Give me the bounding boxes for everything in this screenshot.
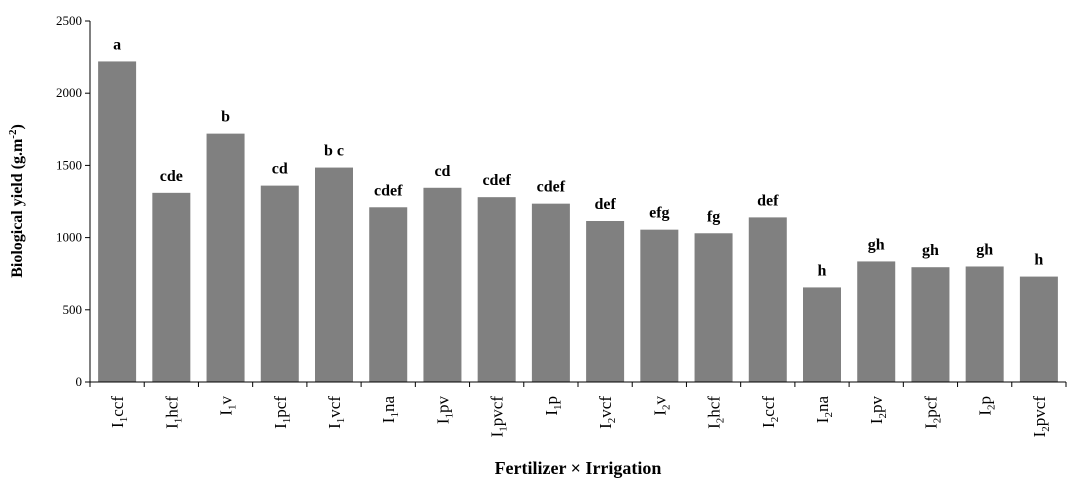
significance-letter: a: [113, 36, 121, 53]
significance-letter: cd: [434, 163, 450, 180]
significance-letter: gh: [922, 242, 939, 259]
x-category-label: I2na: [813, 396, 835, 424]
bar: [857, 261, 896, 382]
significance-letter: efg: [649, 205, 669, 222]
bar: [152, 192, 191, 382]
significance-letter: cdef: [374, 182, 403, 199]
bar: [1019, 276, 1058, 382]
bar: [423, 187, 462, 382]
x-axis-title: Fertilizer × Irrigation: [495, 458, 662, 478]
y-axis-title: Biological yield (g.m-2): [7, 124, 26, 278]
x-category-label: I2hcf: [705, 396, 727, 429]
y-tick-label: 2000: [56, 85, 82, 100]
x-category-label: I1p: [542, 396, 564, 416]
x-category-label: I2pcf: [921, 396, 943, 429]
bar: [803, 287, 841, 382]
x-category-label: I1pvcf: [488, 396, 510, 438]
bar: [965, 266, 1004, 382]
significance-letter: def: [594, 196, 616, 213]
significance-letter: cdef: [482, 172, 511, 189]
x-category-label: I2v: [650, 396, 672, 416]
x-category-label: I1na: [379, 396, 401, 424]
bar: [98, 61, 137, 382]
x-category-label: I2vcf: [596, 396, 618, 429]
bar: [477, 197, 516, 382]
significance-letter: b: [221, 109, 230, 126]
x-category-label: I2p: [976, 396, 998, 416]
significance-letter: cdef: [537, 179, 566, 196]
bar: [369, 207, 408, 382]
x-category-label: I2ccf: [759, 396, 781, 428]
significance-letters: a cde b cd b c cdef cd cdef cdef def efg fg def h gh gh…: [113, 36, 1043, 279]
y-tick-label: 2500: [56, 13, 82, 28]
bar: [315, 167, 353, 382]
bar: [640, 229, 679, 382]
x-category-labels: I1ccf I1hcf I1v I1pcf I1vcf I1na I1pv I1pvcf I1p…: [108, 396, 1052, 438]
x-category-label: I2pv: [867, 396, 889, 425]
bar: [586, 220, 625, 382]
y-tick-label: 1000: [56, 230, 82, 245]
x-category-label: I1vcf: [325, 396, 347, 429]
bar: [694, 233, 733, 382]
x-axis-ticks: [89, 382, 1067, 387]
significance-letter: h: [818, 262, 827, 279]
x-category-label: I1ccf: [108, 396, 130, 428]
bar: [911, 267, 950, 382]
bar: [531, 203, 570, 382]
significance-letter: def: [757, 192, 779, 209]
y-tick-label: 1500: [56, 157, 82, 172]
y-axis-ticks: 0 500 1000 1500 2000 2500: [56, 13, 90, 389]
significance-letter: cde: [160, 168, 183, 185]
x-category-label: I1pcf: [271, 396, 293, 429]
significance-letter: h: [1034, 252, 1043, 269]
significance-letter: fg: [707, 208, 720, 225]
bar: [206, 133, 245, 382]
bars: [98, 61, 1058, 382]
significance-letter: gh: [868, 236, 885, 253]
bar: [260, 185, 299, 382]
y-tick-label: 500: [63, 302, 83, 317]
x-category-label: I2pvcf: [1030, 396, 1052, 438]
x-category-label: I1pv: [433, 396, 455, 425]
x-category-label: I1hcf: [162, 396, 184, 429]
bar: [748, 217, 787, 382]
significance-letter: b c: [324, 143, 344, 160]
significance-letter: cd: [272, 161, 288, 178]
y-tick-label: 0: [76, 374, 83, 389]
x-category-label: I1v: [217, 396, 239, 416]
significance-letter: gh: [976, 241, 993, 258]
